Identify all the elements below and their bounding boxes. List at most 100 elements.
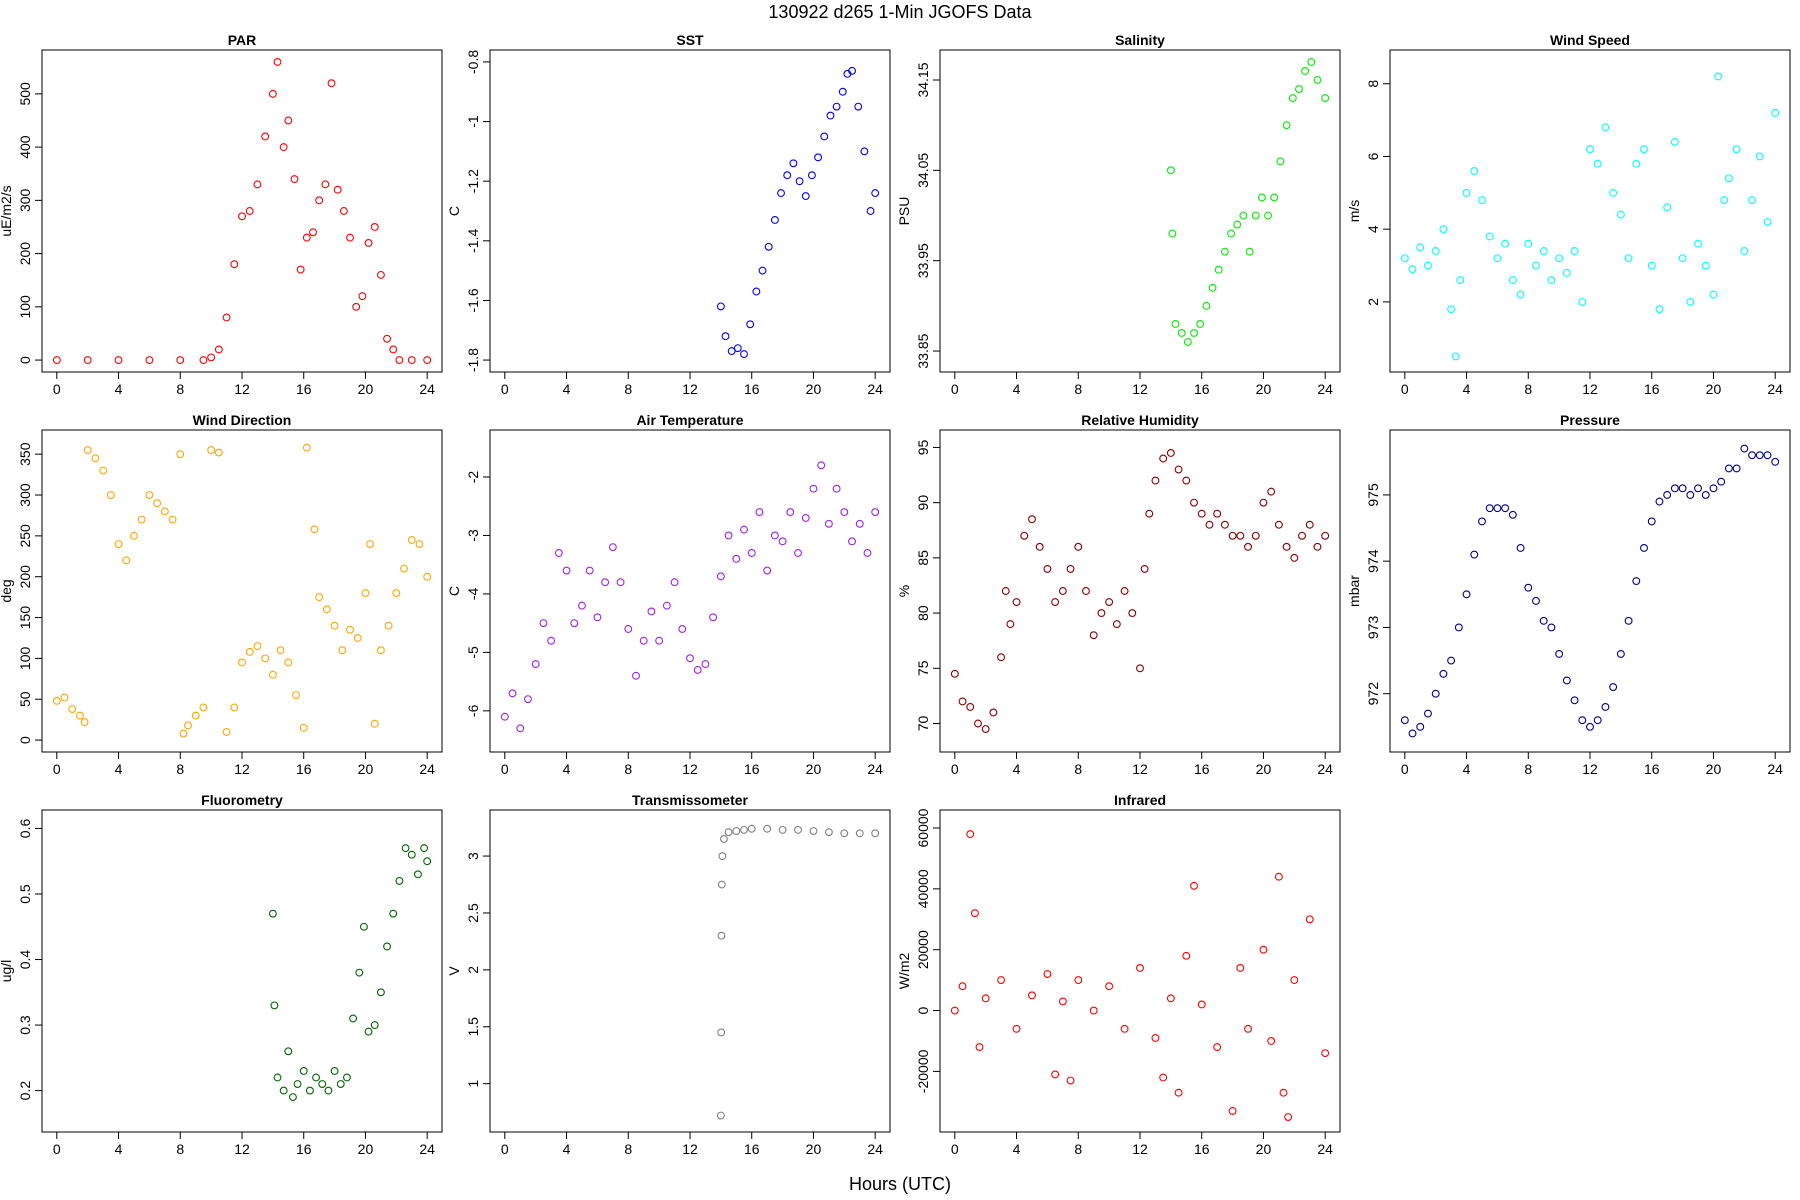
data-point xyxy=(137,515,146,524)
x-tick-label: 16 xyxy=(744,1141,760,1157)
data-point xyxy=(273,1073,282,1082)
data-point xyxy=(686,654,694,663)
data-point xyxy=(1120,587,1129,595)
data-point xyxy=(52,696,61,705)
data-point xyxy=(1624,616,1633,625)
data-point xyxy=(1755,152,1764,161)
data-point xyxy=(114,356,123,365)
data-point xyxy=(1400,254,1409,263)
data-point xyxy=(1321,94,1330,103)
data-point xyxy=(1462,188,1471,197)
data-point xyxy=(678,625,687,633)
data-point xyxy=(1182,476,1191,485)
data-series xyxy=(716,66,880,359)
plot-frame xyxy=(41,809,443,1133)
data-point xyxy=(562,566,571,575)
data-point xyxy=(376,988,385,997)
plot-frame xyxy=(489,49,891,373)
data-point xyxy=(1470,167,1479,175)
data-point xyxy=(1485,232,1494,241)
data-point xyxy=(1182,951,1191,960)
data-point xyxy=(747,824,756,833)
data-point xyxy=(1748,451,1756,460)
data-point xyxy=(184,721,192,730)
y-tick-label: 1 xyxy=(465,1080,481,1088)
data-point xyxy=(1082,587,1090,595)
data-point xyxy=(1227,229,1235,238)
data-point xyxy=(989,708,998,717)
data-point xyxy=(1539,247,1548,255)
data-point xyxy=(1105,598,1114,606)
data-point xyxy=(1244,1024,1252,1033)
data-point xyxy=(855,519,864,528)
x-tick-label: 20 xyxy=(1256,761,1272,777)
data-point xyxy=(740,350,748,359)
data-point xyxy=(1609,683,1618,692)
data-point xyxy=(395,356,404,365)
x-tick-label: 4 xyxy=(563,381,571,397)
data-point xyxy=(970,909,979,918)
data-point xyxy=(1532,261,1540,270)
data-point xyxy=(1562,676,1571,685)
data-point xyxy=(1493,504,1502,513)
panel-title: Transmissometer xyxy=(632,792,748,808)
data-point xyxy=(366,540,375,548)
data-point xyxy=(1586,722,1594,731)
data-point xyxy=(1701,261,1710,270)
data-point xyxy=(245,647,254,656)
data-point xyxy=(1257,193,1266,202)
data-point xyxy=(1655,305,1664,314)
data-point xyxy=(1678,254,1687,263)
data-point xyxy=(299,1066,308,1075)
data-point xyxy=(783,171,792,180)
data-point xyxy=(353,634,362,642)
x-tick-label: 20 xyxy=(1256,381,1272,397)
data-series xyxy=(52,57,432,365)
data-point xyxy=(1539,616,1548,625)
data-point xyxy=(1245,247,1254,256)
plot-frame xyxy=(939,49,1341,373)
panel-title: Wind Speed xyxy=(1550,32,1630,48)
y-axis: 0 100 200 300 400 500 xyxy=(17,82,43,364)
data-point xyxy=(395,876,404,885)
data-point xyxy=(322,605,331,614)
data-point xyxy=(1168,229,1177,238)
data-point xyxy=(292,691,300,700)
data-point xyxy=(1408,729,1417,738)
data-point xyxy=(279,1086,288,1095)
x-tick-label: 12 xyxy=(682,1141,698,1157)
data-point xyxy=(950,1006,959,1015)
panel-title: Air Temperature xyxy=(636,412,743,428)
y-tick-label: 2.5 xyxy=(465,903,481,923)
x-tick-label: 12 xyxy=(1582,381,1598,397)
data-point xyxy=(1478,196,1486,205)
data-point xyxy=(1214,265,1223,274)
data-point xyxy=(1709,484,1718,493)
x-tick-label: 8 xyxy=(1074,761,1082,777)
x-tick-label: 8 xyxy=(624,761,632,777)
data-point xyxy=(268,89,277,98)
data-point xyxy=(1213,509,1222,518)
data-point xyxy=(1136,964,1144,972)
data-point xyxy=(330,1066,339,1075)
data-point xyxy=(1732,464,1741,473)
data-point xyxy=(516,724,525,733)
data-point xyxy=(309,228,317,237)
data-point xyxy=(863,549,872,557)
x-tick-label: 16 xyxy=(1644,761,1660,777)
data-point xyxy=(401,844,410,853)
data-point xyxy=(770,215,779,224)
data-point xyxy=(732,827,741,835)
y-tick-label: 90 xyxy=(915,495,931,511)
data-point xyxy=(720,835,728,843)
x-tick-label: 20 xyxy=(358,1141,374,1157)
y-tick-label: 500 xyxy=(17,82,33,106)
data-point xyxy=(721,332,730,341)
plot-frame xyxy=(939,429,1341,753)
data-point xyxy=(1196,319,1205,328)
data-point xyxy=(423,857,432,866)
data-point xyxy=(1174,465,1183,474)
data-point xyxy=(1259,498,1268,507)
panel-title: Relative Humidity xyxy=(1081,412,1199,428)
data-point xyxy=(1416,243,1425,252)
